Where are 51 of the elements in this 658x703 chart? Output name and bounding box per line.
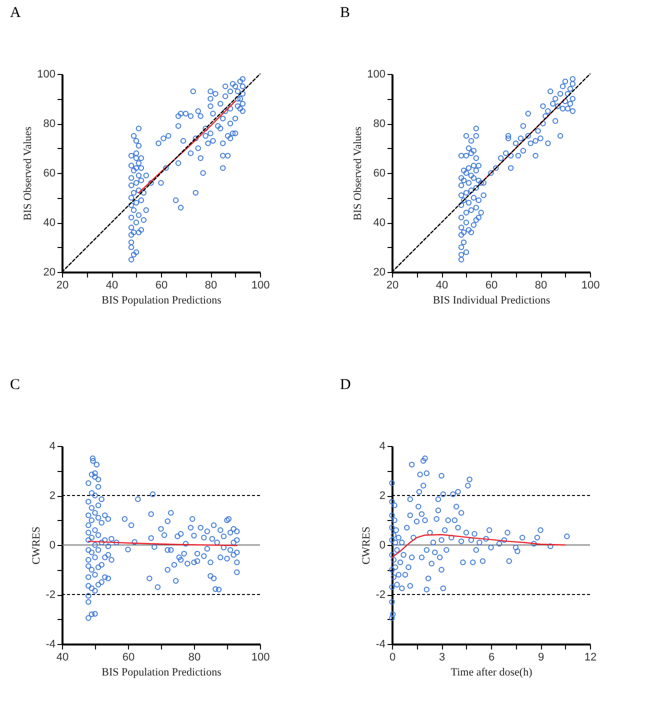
y-tick-label: 4 [49,440,56,452]
y-tick-label: 20 [43,266,56,278]
y-tick-label: 100 [367,68,386,80]
line-series [478,98,566,186]
x-tick-label: 60 [122,652,135,664]
x-tick-label: 100 [581,280,600,292]
y-tick-label: -4 [376,638,386,650]
y-axis-title: CWRES [30,526,43,564]
chart-title: A [10,5,21,21]
x-tick-label: 80 [534,280,548,292]
x-axis-title: BIS Individual Predictions [432,294,550,306]
x-tick-label: 60 [485,280,498,292]
y-tick-label: -2 [46,589,56,601]
x-tick-label: 40 [106,280,118,292]
x-axis-title: BIS Population Predictions [102,666,222,678]
x-tick-label: 3 [438,652,446,664]
y-tick-label: 2 [49,490,56,502]
y-axis-title: CWRES [360,526,373,564]
y-tick-label: 80 [373,118,386,130]
y-tick-label: -4 [46,638,56,650]
y-tick-label: 20 [373,266,386,278]
y-tick-label: 0 [379,540,386,552]
chart-title: D [340,377,351,393]
x-tick-label: 6 [488,652,495,664]
y-tick-label: 60 [373,168,386,180]
x-tick-label: 12 [584,652,597,664]
x-tick-label: 40 [436,280,448,292]
y-axis-title: BIS Observed Values [352,126,364,220]
x-tick-label: 100 [251,652,270,664]
y-tick-label: 40 [373,217,386,229]
y-tick-label: -2 [376,589,386,601]
x-tick-label: 9 [538,652,544,664]
y-tick-label: 40 [43,217,56,229]
y-tick-label: 0 [49,540,56,552]
line-series [138,100,236,194]
chart-title: C [10,377,20,393]
x-axis-title: Time after dose(h) [450,666,533,678]
x-tick-label: 80 [188,652,201,664]
x-tick-label: 0 [389,652,396,664]
line-series [391,534,566,558]
y-tick-label: 100 [37,68,56,80]
y-tick-label: 4 [379,440,386,452]
y-axis-title: BIS Observed Values [22,126,34,220]
y-tick-label: 80 [43,118,56,130]
x-tick-label: 60 [155,280,168,292]
x-axis-title: BIS Population Predictions [102,294,222,306]
x-tick-label: 80 [204,280,218,292]
y-tick-label: 2 [379,490,386,502]
y-tick-label: 60 [43,168,56,180]
chart-title: B [340,5,350,21]
x-tick-label: 100 [251,280,270,292]
